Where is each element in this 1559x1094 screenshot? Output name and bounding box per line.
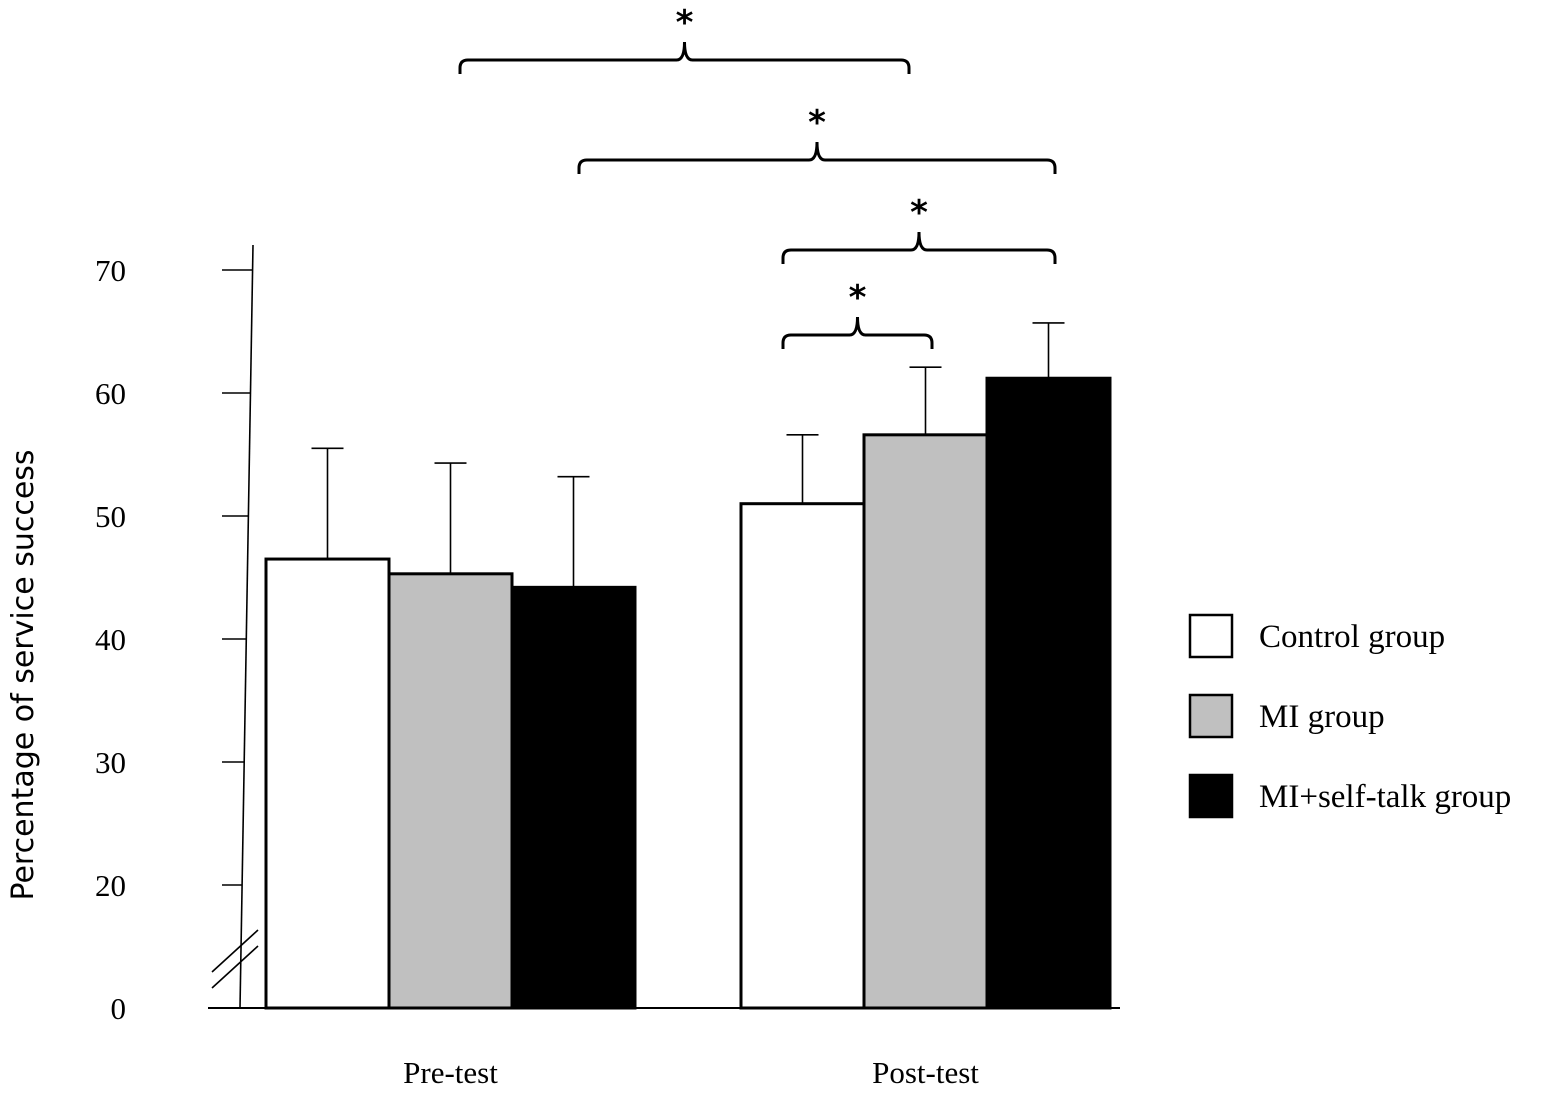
y-tick-label: 60 <box>95 376 126 411</box>
x-tick-label: Pre-test <box>403 1055 498 1090</box>
significance-asterisk: * <box>808 103 826 143</box>
legend-swatch <box>1188 773 1234 819</box>
x-tick-label: Post-test <box>872 1055 979 1090</box>
significance-asterisk: * <box>849 278 867 318</box>
y-tick-label: 20 <box>95 868 126 903</box>
significance-bracket <box>781 231 1057 264</box>
bar <box>739 502 866 1010</box>
y-tick-label: 0 <box>111 991 127 1026</box>
bar <box>387 572 514 1010</box>
y-axis-line <box>239 244 254 1009</box>
significance-bracket <box>577 141 1057 174</box>
axis-break-mark <box>211 929 259 973</box>
legend-swatch <box>1188 613 1234 659</box>
y-tick-label: 30 <box>95 745 126 780</box>
bar <box>985 376 1112 1010</box>
bar <box>862 433 989 1010</box>
bar <box>264 557 391 1010</box>
y-tick-label: 40 <box>95 622 126 657</box>
significance-bracket <box>458 41 911 74</box>
y-axis-label: Percentage of service success <box>6 449 41 900</box>
bar <box>510 585 637 1010</box>
axis-break-mark <box>211 945 259 989</box>
significance-asterisk: * <box>910 193 928 233</box>
y-tick-label: 50 <box>95 499 126 534</box>
y-tick-label: 70 <box>95 253 126 288</box>
significance-bracket <box>781 316 934 349</box>
significance-asterisk: * <box>676 3 694 43</box>
legend-label: MI+self-talk group <box>1259 779 1511 815</box>
legend-label: Control group <box>1259 619 1445 655</box>
legend-label: MI group <box>1259 699 1385 735</box>
legend-swatch <box>1188 693 1234 739</box>
